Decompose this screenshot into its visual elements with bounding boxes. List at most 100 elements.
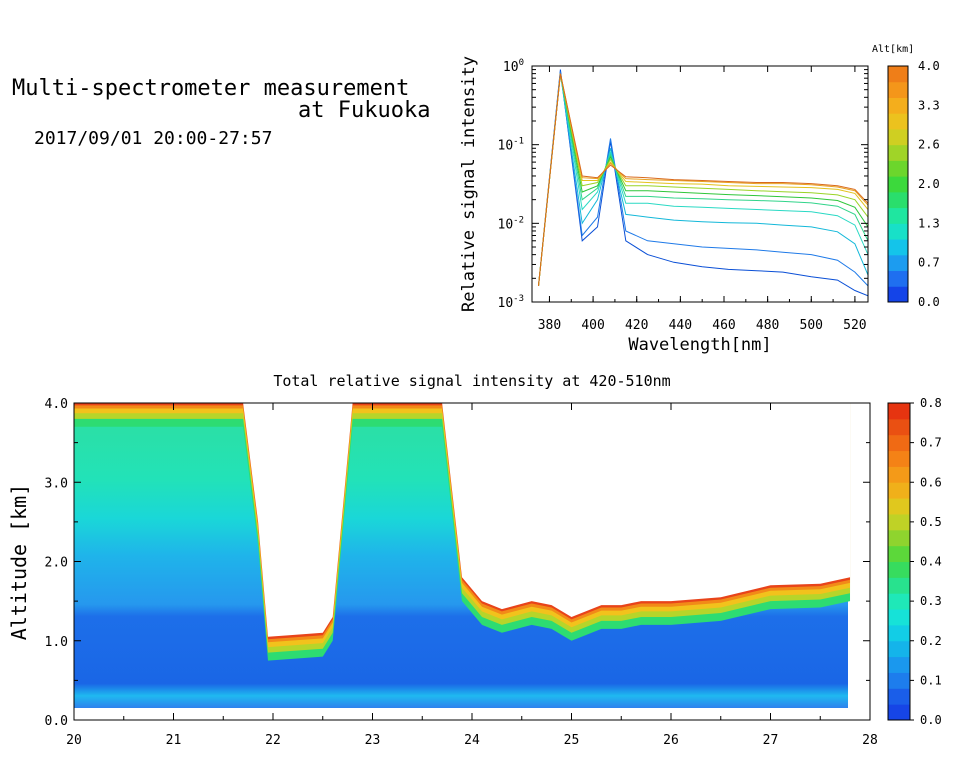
heatmap-colorbar-swatch bbox=[888, 672, 910, 689]
spectrum-colorbar-label: 3.3 bbox=[918, 98, 940, 112]
heatmap-colorbar-swatch bbox=[888, 704, 910, 721]
heatmap-colorbar-swatch bbox=[888, 466, 910, 483]
spectrum-y-tick-label: 10-3 bbox=[498, 294, 525, 311]
spectrum-y-tick-label: 10-2 bbox=[498, 215, 525, 232]
heatmap-colorbar-label: 0.3 bbox=[920, 594, 942, 608]
heatmap-colorbar-swatch bbox=[888, 529, 910, 547]
spectrum-colorbar-label: 0.0 bbox=[918, 295, 940, 309]
spectrum-colorbar-swatch bbox=[888, 286, 908, 303]
spectrum-y-tick-label: 10-1 bbox=[498, 137, 525, 154]
heatmap-y-tick-label: 4.0 bbox=[45, 397, 68, 412]
spectrum-series-line-8 bbox=[538, 73, 868, 286]
spectrum-colorbar-swatch bbox=[888, 191, 908, 209]
spectrum-x-tick-label: 420 bbox=[625, 318, 648, 333]
heatmap-colorbar-label: 0.0 bbox=[920, 713, 942, 727]
spectrum-colorbar-title: Alt[km] bbox=[872, 44, 914, 55]
heatmap-colorbar-swatch bbox=[888, 498, 910, 515]
spectrum-colorbar-label: 2.6 bbox=[918, 138, 940, 152]
spectrum-colorbar-swatch bbox=[888, 254, 908, 272]
spectrum-colorbar: 0.0 0.7 1.3 2.0 2.6 3.3 4.0 bbox=[887, 59, 940, 309]
heatmap-colorbar-swatch bbox=[888, 545, 910, 562]
spectrum-colorbar-swatch bbox=[888, 207, 908, 224]
heatmap-x-tick-label: 23 bbox=[365, 733, 381, 748]
heatmap-colorbar: 0.0 0.1 0.2 0.3 0.4 0.5 0.6 0.7 0.8 bbox=[887, 396, 942, 727]
heatmap-colorbar-swatch bbox=[888, 656, 910, 673]
spectrum-series-line-9 bbox=[538, 73, 868, 286]
spectrum-colorbar-swatch bbox=[888, 81, 908, 98]
spectrum-colorbar-swatch bbox=[888, 97, 908, 114]
spectrum-colorbar-swatch bbox=[888, 144, 908, 161]
heatmap-colorbar-swatch bbox=[888, 688, 910, 705]
spectrum-colorbar-swatch bbox=[888, 66, 908, 83]
spectrum-x-axis-label: Wavelength[nm] bbox=[628, 335, 771, 355]
spectrum-series-line-7 bbox=[538, 73, 868, 286]
spectrum-series-line-6 bbox=[538, 73, 868, 286]
heatmap-colorbar-swatch bbox=[888, 561, 910, 578]
heatmap-x-tick-label: 28 bbox=[862, 733, 878, 748]
spectrum-x-tick-label: 500 bbox=[800, 318, 823, 333]
heatmap-colorbar-swatch bbox=[888, 640, 910, 658]
spectrum-colorbar-swatch bbox=[888, 239, 908, 256]
spectrum-plot-frame bbox=[531, 65, 869, 303]
spectrum-colorbar-swatch bbox=[888, 270, 908, 287]
heatmap-x-tick-label: 20 bbox=[66, 733, 82, 748]
heatmap-colorbar-label: 0.7 bbox=[920, 436, 942, 450]
spectrum-x-tick-label: 460 bbox=[712, 318, 735, 333]
heatmap-colorbar-swatch bbox=[888, 482, 910, 499]
spectrum-colorbar-swatch bbox=[888, 223, 908, 240]
heatmap-y-tick-label: 3.0 bbox=[45, 476, 68, 491]
spectrum-colorbar-frame bbox=[887, 65, 909, 303]
spectrum-x-tick-label: 380 bbox=[538, 318, 561, 333]
altitude-time-chart: Total relative signal intensity at 420-5… bbox=[7, 372, 942, 748]
heatmap-colorbar-swatch bbox=[888, 609, 910, 626]
spectrum-colorbar-label: 4.0 bbox=[918, 59, 940, 73]
heatmap-y-tick-label: 1.0 bbox=[45, 635, 68, 650]
spectrum-x-ticks: 380 400 420 440 460 480 500 520 bbox=[538, 66, 867, 333]
spectrum-series-line-1 bbox=[538, 71, 868, 287]
title-line-1: Multi-spectrometer measurement bbox=[12, 76, 410, 101]
spectrum-colorbar-label: 2.0 bbox=[918, 177, 940, 191]
heatmap-x-tick-label: 21 bbox=[166, 733, 182, 748]
heatmap-x-ticks: 20 21 22 23 24 25 26 27 28 bbox=[66, 403, 878, 748]
spectrum-colorbar-swatch bbox=[888, 128, 908, 146]
spectrum-x-tick-label: 400 bbox=[581, 318, 604, 333]
spectrum-y-ticks: 10-3 10-2 10-1 100 bbox=[498, 58, 868, 311]
heatmap-x-tick-label: 25 bbox=[564, 733, 580, 748]
heatmap-colorbar-swatch bbox=[888, 577, 910, 594]
heatmap-colorbar-label: 0.5 bbox=[920, 515, 942, 529]
heatmap-title: Total relative signal intensity at 420-5… bbox=[273, 372, 670, 390]
heatmap-y-tick-label: 2.0 bbox=[45, 556, 68, 571]
spectrum-colorbar-label: 1.3 bbox=[918, 216, 940, 230]
spectrum-colorbar-swatch bbox=[888, 160, 908, 177]
surface-gap bbox=[74, 708, 851, 720]
heatmap-colorbar-label: 0.8 bbox=[920, 396, 942, 410]
spectrum-colorbar-label: 0.7 bbox=[918, 256, 940, 270]
title-line-2: at Fukuoka bbox=[298, 98, 431, 123]
heatmap-x-tick-label: 27 bbox=[763, 733, 779, 748]
cloud-layer bbox=[74, 403, 870, 720]
spectrum-series-line-4 bbox=[538, 73, 868, 286]
spectrum-series-line-3 bbox=[538, 73, 868, 286]
cloud-interior bbox=[74, 403, 851, 637]
heatmap-colorbar-label: 0.2 bbox=[920, 634, 942, 648]
heatmap-y-tick-label: 0.0 bbox=[45, 714, 68, 729]
spectrum-x-tick-label: 480 bbox=[756, 318, 779, 333]
heatmap-colorbar-swatch bbox=[888, 593, 910, 610]
heatmap-colorbar-swatch bbox=[888, 403, 910, 420]
heatmap-colorbar-swatch bbox=[888, 624, 910, 642]
heatmap-colorbar-swatch bbox=[888, 450, 910, 467]
heatmap-y-ticks: 0.0 1.0 2.0 3.0 4.0 bbox=[45, 397, 870, 729]
heatmap-y-axis-label: Altitude [km] bbox=[7, 484, 31, 641]
heatmap-colorbar-label: 0.6 bbox=[920, 475, 942, 489]
spectrum-series-line-0 bbox=[538, 69, 868, 297]
spectrum-colorbar-swatch bbox=[888, 176, 908, 193]
spectrum-lines bbox=[538, 69, 868, 297]
heatmap-colorbar-label: 0.1 bbox=[920, 673, 942, 687]
heatmap-x-tick-label: 26 bbox=[663, 733, 679, 748]
heatmap-colorbar-label: 0.4 bbox=[920, 555, 942, 569]
heatmap-colorbar-swatch bbox=[888, 513, 910, 531]
spectrum-x-tick-label: 520 bbox=[843, 318, 866, 333]
heatmap-colorbar-swatch bbox=[888, 418, 910, 436]
spectrum-x-tick-label: 440 bbox=[669, 318, 692, 333]
spectrum-y-tick-label: 100 bbox=[503, 58, 524, 75]
